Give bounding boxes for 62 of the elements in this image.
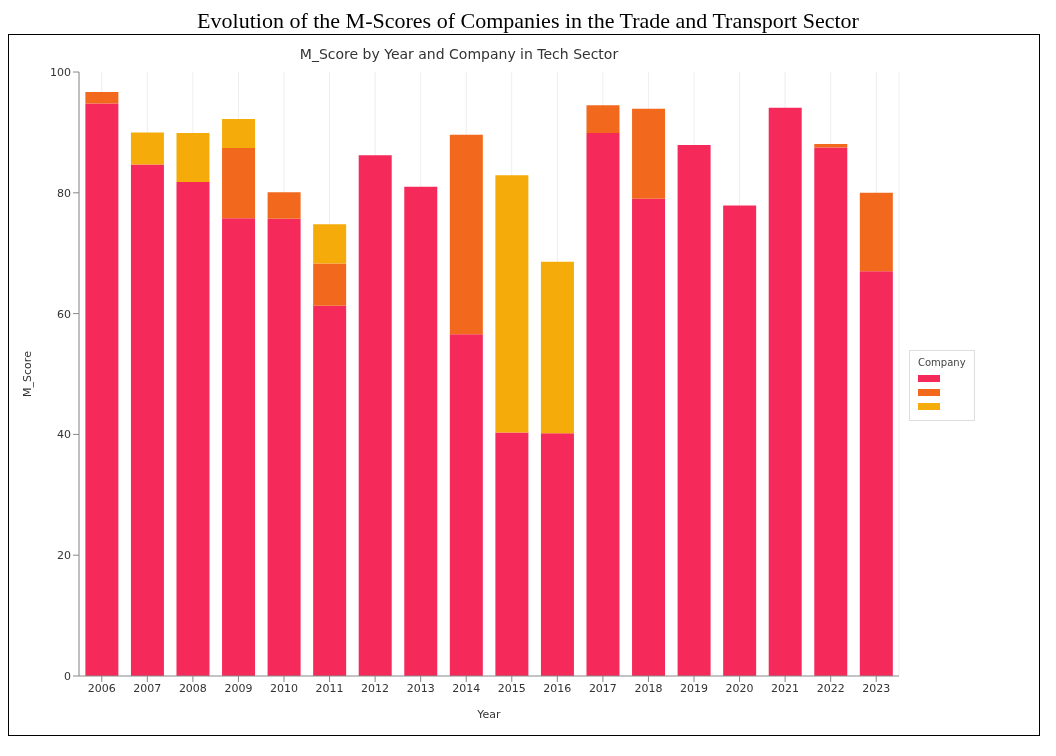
bar xyxy=(859,271,893,676)
x-tick-label: 2007 xyxy=(133,681,162,695)
bar xyxy=(723,205,757,676)
bar xyxy=(495,175,529,433)
x-tick-label: 2020 xyxy=(725,681,754,695)
y-tick-label: 20 xyxy=(57,549,71,563)
x-tick-label: 2006 xyxy=(87,681,116,695)
x-tick-label: 2009 xyxy=(224,681,253,695)
x-tick-label: 2016 xyxy=(543,681,572,695)
bar xyxy=(768,107,802,676)
bar xyxy=(540,261,574,434)
bar xyxy=(814,147,848,676)
bar xyxy=(85,91,119,104)
bar xyxy=(130,132,164,165)
y-tick-label: 60 xyxy=(57,307,71,321)
x-tick-label: 2017 xyxy=(588,681,617,695)
bar xyxy=(404,186,438,676)
bar xyxy=(130,164,164,676)
x-tick-label: 2022 xyxy=(816,681,845,695)
x-tick-label: 2010 xyxy=(270,681,298,695)
legend-title: Company xyxy=(918,356,966,368)
bar xyxy=(859,192,893,272)
bar xyxy=(358,155,392,676)
bar xyxy=(586,133,620,676)
x-tick-label: 2023 xyxy=(862,681,891,695)
bar xyxy=(176,133,210,182)
bar xyxy=(222,148,256,219)
bar xyxy=(632,198,666,676)
y-tick-label: 0 xyxy=(64,669,71,683)
bar xyxy=(267,192,301,219)
bar xyxy=(632,108,666,199)
x-tick-label: 2011 xyxy=(315,681,344,695)
bar xyxy=(540,433,574,676)
x-tick-label: 2021 xyxy=(771,681,800,695)
bar xyxy=(495,432,529,676)
bar xyxy=(313,224,347,264)
x-tick-label: 2013 xyxy=(406,681,435,695)
bar xyxy=(814,143,848,148)
bar xyxy=(677,145,711,676)
x-tick-label: 2019 xyxy=(680,681,708,695)
text: Evolution of the M-Scores of Companies in the Trade and Transport Sector xyxy=(196,8,860,34)
x-tick-label: 2012 xyxy=(361,681,390,695)
y-tick-label: 80 xyxy=(57,186,71,200)
bar xyxy=(449,134,483,335)
bar xyxy=(313,305,347,676)
bar xyxy=(222,119,256,149)
x-axis-title: Year xyxy=(476,708,502,721)
bar xyxy=(586,105,620,133)
x-tick-label: 2014 xyxy=(452,681,481,695)
y-axis-title: M_Score xyxy=(20,350,34,397)
bar xyxy=(449,334,483,676)
bar xyxy=(313,263,347,306)
y-tick-label: 100 xyxy=(50,65,71,79)
x-tick-label: 2018 xyxy=(634,681,663,695)
bar xyxy=(85,103,119,676)
bar xyxy=(176,181,210,676)
chart-title: M_Score by Year and Company in Tech Sector xyxy=(298,46,620,62)
x-tick-label: 2008 xyxy=(178,681,207,695)
y-tick-label: 40 xyxy=(57,428,71,442)
bar xyxy=(222,218,256,676)
bar xyxy=(267,218,301,676)
x-tick-label: 2015 xyxy=(497,681,526,695)
